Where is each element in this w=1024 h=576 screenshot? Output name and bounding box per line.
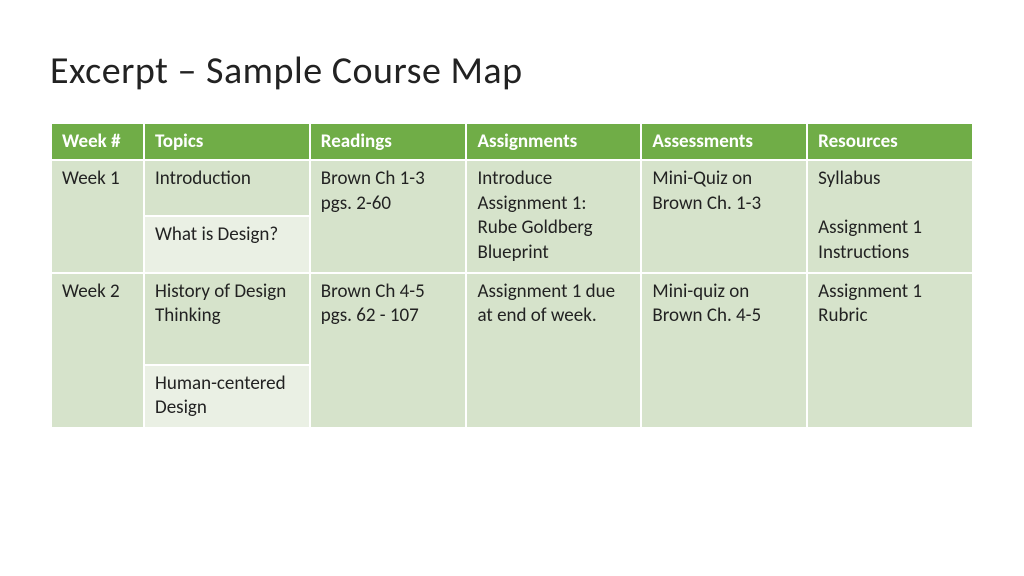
cell-assessments: Mini-Quiz on Brown Ch. 1-3 [642, 161, 806, 272]
col-header-week: Week # [52, 124, 143, 159]
col-header-topics: Topics [145, 124, 309, 159]
cell-topic: Human-centered Design [145, 366, 309, 427]
resources-line: Syllabus [818, 167, 880, 190]
cell-readings: Brown Ch 1-3 pgs. 2-60 [311, 161, 466, 272]
page-title: Excerpt – Sample Course Map [50, 48, 974, 94]
table-header-row: Week # Topics Readings Assignments Asses… [52, 124, 972, 159]
table-row: Week 1 Introduction Brown Ch 1-3 pgs. 2-… [52, 161, 972, 215]
col-header-readings: Readings [311, 124, 466, 159]
cell-week: Week 1 [52, 161, 143, 272]
col-header-resources: Resources [808, 124, 972, 159]
cell-assignments: Introduce Assignment 1: Rube Goldberg Bl… [467, 161, 640, 272]
cell-assessments: Mini-quiz on Brown Ch. 4-5 [642, 274, 806, 427]
course-map-table: Week # Topics Readings Assignments Asses… [50, 122, 974, 429]
resources-line: Assignment 1 Instructions [818, 216, 922, 264]
cell-topic: Introduction [145, 161, 309, 215]
cell-topic: History of Design Thinking [145, 274, 309, 364]
cell-resources: Syllabus Assignment 1 Instructions [808, 161, 972, 272]
col-header-assignments: Assignments [467, 124, 640, 159]
table-row: Week 2 History of Design Thinking Brown … [52, 274, 972, 364]
cell-topic: What is Design? [145, 217, 309, 271]
cell-resources: Assignment 1 Rubric [808, 274, 972, 427]
cell-readings: Brown Ch 4-5 pgs. 62 - 107 [311, 274, 466, 427]
cell-week: Week 2 [52, 274, 143, 427]
col-header-assessments: Assessments [642, 124, 806, 159]
cell-assignments: Assignment 1 due at end of week. [467, 274, 640, 427]
